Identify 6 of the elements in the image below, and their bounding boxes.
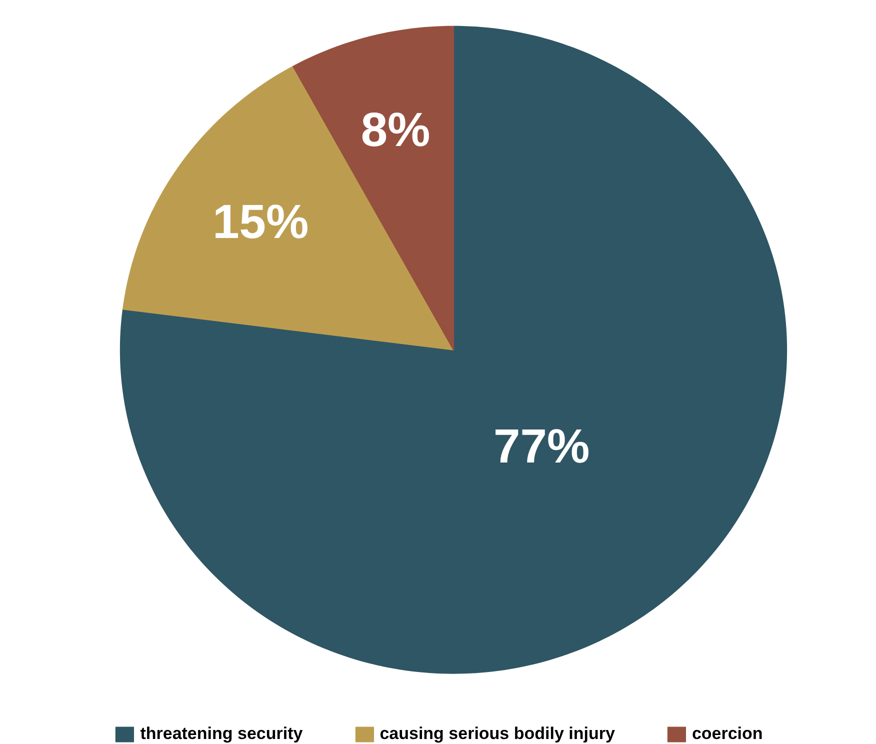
legend-label: threatening security xyxy=(140,724,303,744)
legend-label: causing serious bodily injury xyxy=(380,724,615,744)
data-label: 77% xyxy=(494,420,590,474)
legend-label: coercion xyxy=(692,724,763,744)
data-label: 8% xyxy=(360,104,430,158)
data-label: 15% xyxy=(212,196,309,250)
